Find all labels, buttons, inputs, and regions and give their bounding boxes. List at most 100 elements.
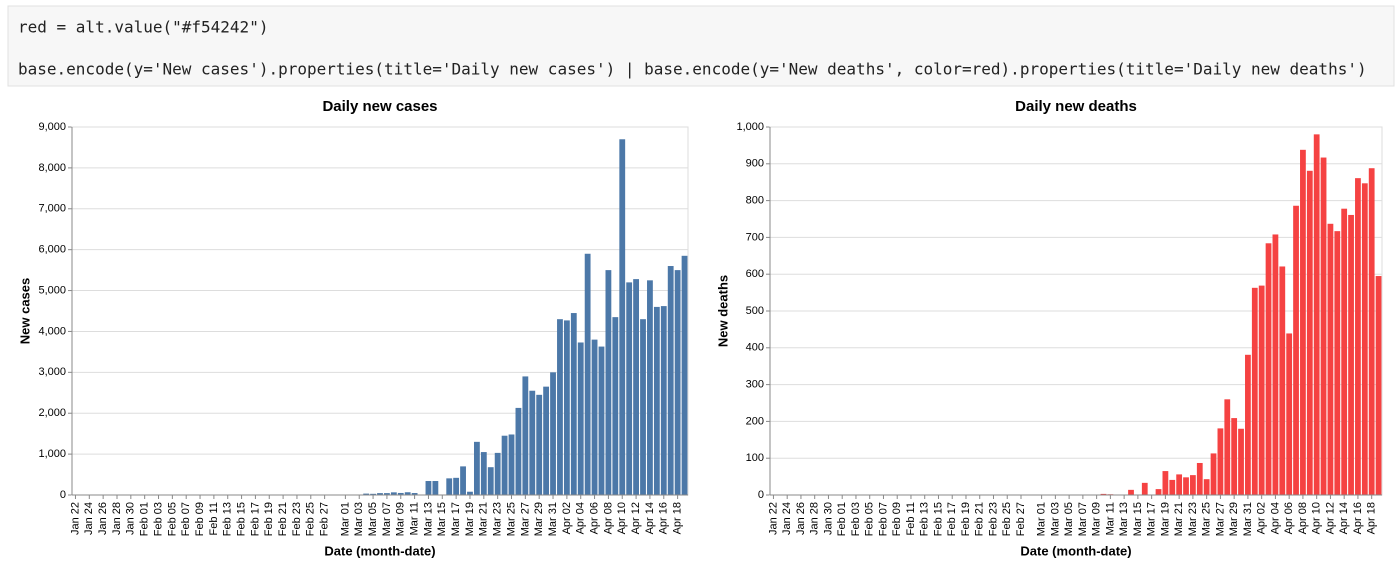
bar xyxy=(404,492,411,495)
bar xyxy=(1100,493,1107,495)
x-tick-label: Feb 07 xyxy=(877,502,889,536)
bar xyxy=(1320,157,1327,495)
y-tick-label: 9,000 xyxy=(38,121,66,133)
bar xyxy=(1341,208,1348,496)
bar xyxy=(480,452,487,495)
bar xyxy=(460,466,466,495)
bar xyxy=(640,319,646,495)
x-tick-label: Jan 24 xyxy=(781,502,793,535)
x-tick-label: Mar 11 xyxy=(409,502,421,535)
x-tick-label: Mar 31 xyxy=(547,502,559,536)
y-tick-label: 3,000 xyxy=(38,366,66,378)
bar xyxy=(598,346,605,495)
bar xyxy=(591,339,598,495)
code-cell[interactable] xyxy=(7,5,1395,87)
y-tick-label: 5,000 xyxy=(38,284,66,296)
bar xyxy=(1196,462,1203,495)
bar xyxy=(674,270,681,495)
bar xyxy=(390,492,397,495)
bar xyxy=(570,313,577,495)
bar xyxy=(508,434,515,495)
bar xyxy=(1141,482,1148,495)
bar xyxy=(1286,333,1293,495)
x-tick-label: Feb 03 xyxy=(850,502,862,536)
x-tick-label: Jan 22 xyxy=(69,502,81,535)
bar xyxy=(1361,183,1368,495)
y-tick-label: 900 xyxy=(746,158,764,170)
bar xyxy=(667,266,674,495)
y-tick-label: 1,000 xyxy=(38,448,66,460)
bar xyxy=(432,481,439,495)
x-tick-label: Apr 14 xyxy=(644,502,656,534)
bar xyxy=(1203,479,1210,495)
x-tick-label: Mar 09 xyxy=(1091,502,1103,536)
bar xyxy=(1300,149,1306,496)
bar xyxy=(1176,474,1183,495)
x-tick-label: Apr 02 xyxy=(561,502,573,534)
x-tick-label: Mar 23 xyxy=(492,502,504,536)
y-tick-label: 600 xyxy=(746,268,764,280)
bar xyxy=(1334,231,1341,496)
y-tick-label: 0 xyxy=(758,489,764,501)
bar xyxy=(1162,471,1169,495)
chart-title: Daily new deaths xyxy=(1015,98,1137,115)
x-tick-label: Apr 02 xyxy=(1256,502,1268,534)
bar xyxy=(1128,489,1134,495)
bar xyxy=(1169,479,1176,495)
bar xyxy=(1368,168,1375,495)
bar xyxy=(1313,134,1320,496)
x-tick-label: Mar 21 xyxy=(1173,502,1185,536)
x-tick-label: Apr 18 xyxy=(1366,502,1378,534)
x-tick-label: Feb 07 xyxy=(180,502,192,536)
x-tick-label: Mar 25 xyxy=(1201,502,1213,536)
x-tick-label: Feb 17 xyxy=(946,502,958,536)
y-tick-label: 500 xyxy=(746,305,764,317)
bar xyxy=(1348,214,1354,495)
x-axis-title: Date (month-date) xyxy=(324,543,435,558)
y-tick-label: 8,000 xyxy=(38,162,66,174)
x-tick-label: Mar 01 xyxy=(339,502,351,536)
bar xyxy=(563,320,570,495)
x-tick-label: Mar 23 xyxy=(1187,502,1199,536)
x-tick-label: Feb 01 xyxy=(836,502,848,536)
x-tick-label: Feb 05 xyxy=(864,502,876,536)
bar xyxy=(647,280,653,495)
bar xyxy=(1183,477,1189,495)
bar xyxy=(660,306,667,495)
y-tick-label: 6,000 xyxy=(38,244,66,256)
bar xyxy=(619,139,626,495)
x-tick-label: Mar 07 xyxy=(381,502,393,536)
bar xyxy=(1231,418,1238,495)
bar xyxy=(487,467,494,495)
y-tick-label: 100 xyxy=(746,452,764,464)
bar xyxy=(1210,453,1217,495)
x-tick-label: Mar 13 xyxy=(422,502,434,536)
y-tick-label: 700 xyxy=(746,231,764,243)
x-tick-label: Apr 10 xyxy=(616,502,628,534)
x-tick-label: Mar 09 xyxy=(395,502,407,536)
x-tick-label: Mar 17 xyxy=(450,502,462,536)
x-tick-label: Mar 25 xyxy=(505,502,517,536)
x-tick-label: Mar 07 xyxy=(1077,502,1089,536)
x-tick-label: Mar 27 xyxy=(519,502,531,536)
x-tick-label: Mar 21 xyxy=(478,502,490,536)
x-tick-label: Feb 19 xyxy=(960,502,972,536)
y-tick-label: 1,000 xyxy=(736,121,764,133)
bar xyxy=(1272,234,1279,495)
x-tick-label: Feb 25 xyxy=(1001,502,1013,536)
bar xyxy=(370,493,376,495)
x-tick-label: Feb 01 xyxy=(139,502,151,536)
bar xyxy=(633,279,639,495)
x-tick-label: Jan 30 xyxy=(125,502,137,535)
bar xyxy=(529,390,536,495)
x-tick-label: Feb 17 xyxy=(249,502,261,536)
x-tick-label: Apr 08 xyxy=(1297,502,1309,534)
x-tick-label: Feb 09 xyxy=(891,502,903,536)
bar xyxy=(550,372,556,495)
bar xyxy=(1224,399,1231,495)
x-tick-label: Mar 03 xyxy=(353,502,365,536)
bar xyxy=(1327,223,1334,495)
bar xyxy=(446,478,453,495)
bar xyxy=(1375,276,1382,495)
